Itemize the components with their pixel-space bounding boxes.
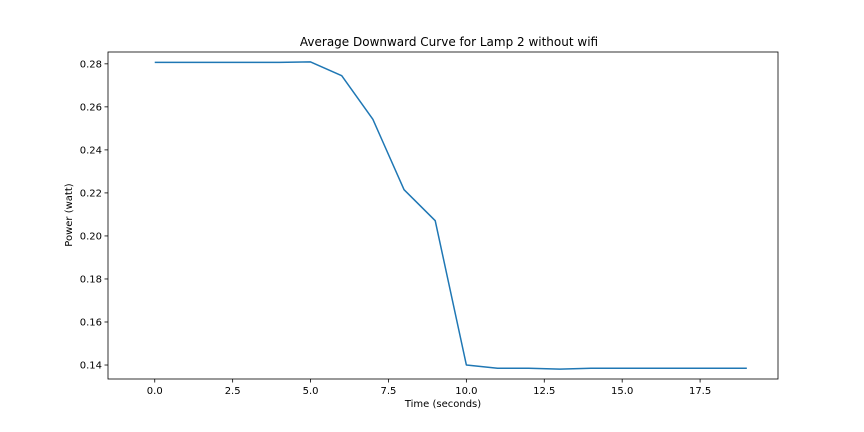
plot-area: 0.0 2.5 5.0 7.5 10.0 12.5 15.0 17.5 0.14 0.16 0.18… xyxy=(80,51,779,397)
y-tick-label: 0.24 xyxy=(80,145,102,156)
y-tick-label: 0.28 xyxy=(80,59,102,70)
y-axis-label: Power (watt) xyxy=(64,183,75,246)
x-tick-label: 10.0 xyxy=(455,386,477,397)
plot-frame xyxy=(107,51,779,380)
chart-title: Average Downward Curve for Lamp 2 withou… xyxy=(300,35,598,49)
x-tick-label: 12.5 xyxy=(533,386,555,397)
x-axis-label: Time (seconds) xyxy=(404,399,481,410)
y-tick-label: 0.18 xyxy=(80,274,102,285)
series-line-0 xyxy=(154,61,747,370)
x-tick-label: 15.0 xyxy=(611,386,633,397)
x-tick-label: 7.5 xyxy=(381,386,397,397)
y-tick-label: 0.16 xyxy=(80,317,102,328)
y-tick-label: 0.26 xyxy=(80,102,102,113)
y-tick-label: 0.20 xyxy=(80,231,102,242)
y-tick-label: 0.22 xyxy=(80,188,102,199)
x-tick-label: 2.5 xyxy=(225,386,241,397)
y-tick-label: 0.14 xyxy=(80,361,102,372)
x-tick-label: 0.0 xyxy=(147,386,163,397)
x-tick-label: 17.5 xyxy=(689,386,711,397)
x-tick-label: 5.0 xyxy=(303,386,319,397)
